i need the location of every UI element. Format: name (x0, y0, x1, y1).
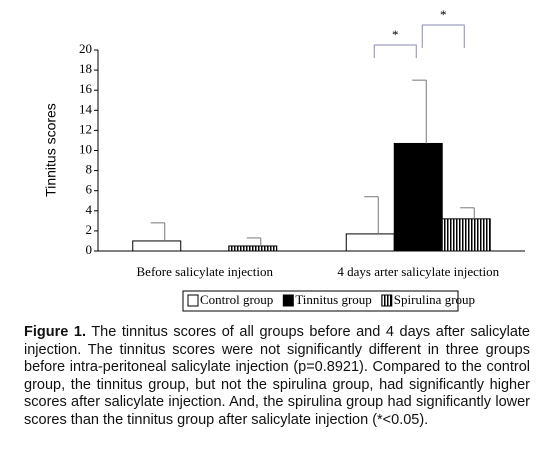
significance-bracket (373, 44, 417, 58)
bar (228, 245, 278, 252)
x-tick-label: 4 days arter salicylate injection (337, 264, 499, 279)
y-tick-label: 16 (79, 81, 93, 96)
annotation: * (440, 7, 447, 22)
legend-swatch (381, 294, 393, 307)
legend-swatch (187, 294, 199, 307)
bar (441, 218, 491, 252)
x-tick-label: Before salicylate injection (137, 264, 274, 279)
caption-label: Figure 1. (24, 324, 86, 340)
y-tick-label: 20 (79, 41, 92, 56)
y-tick-label: 18 (79, 61, 92, 76)
y-tick-label: 12 (79, 121, 92, 136)
legend-box (182, 290, 459, 312)
y-tick-label: 2 (86, 222, 93, 237)
bar (345, 233, 395, 252)
legend-swatch (282, 294, 294, 307)
y-tick-label: 8 (86, 162, 93, 177)
significance-bracket (421, 24, 465, 48)
y-tick-label: 14 (79, 101, 93, 116)
legend-label: Control group (200, 292, 273, 307)
y-tick-label: 6 (86, 182, 93, 197)
caption-text: The tinnitus scores of all groups before… (24, 324, 530, 428)
bar (393, 142, 443, 252)
bar (132, 240, 182, 252)
caption: Figure 1. The tinnitus scores of all gro… (24, 324, 530, 429)
chart: Tinnitus scores 0 2 4 6 8 10 12 14 16 18 20 Before … (43, 7, 525, 312)
legend-label: Spirulina group (394, 292, 475, 307)
y-tick-label: 4 (86, 202, 93, 217)
annotation: * (392, 27, 399, 42)
y-tick-label: 10 (79, 141, 92, 156)
y-tick-label: 0 (86, 242, 93, 257)
y-axis-label: Tinnitus scores (43, 103, 59, 197)
legend-label: Tinnitus group (295, 292, 371, 307)
